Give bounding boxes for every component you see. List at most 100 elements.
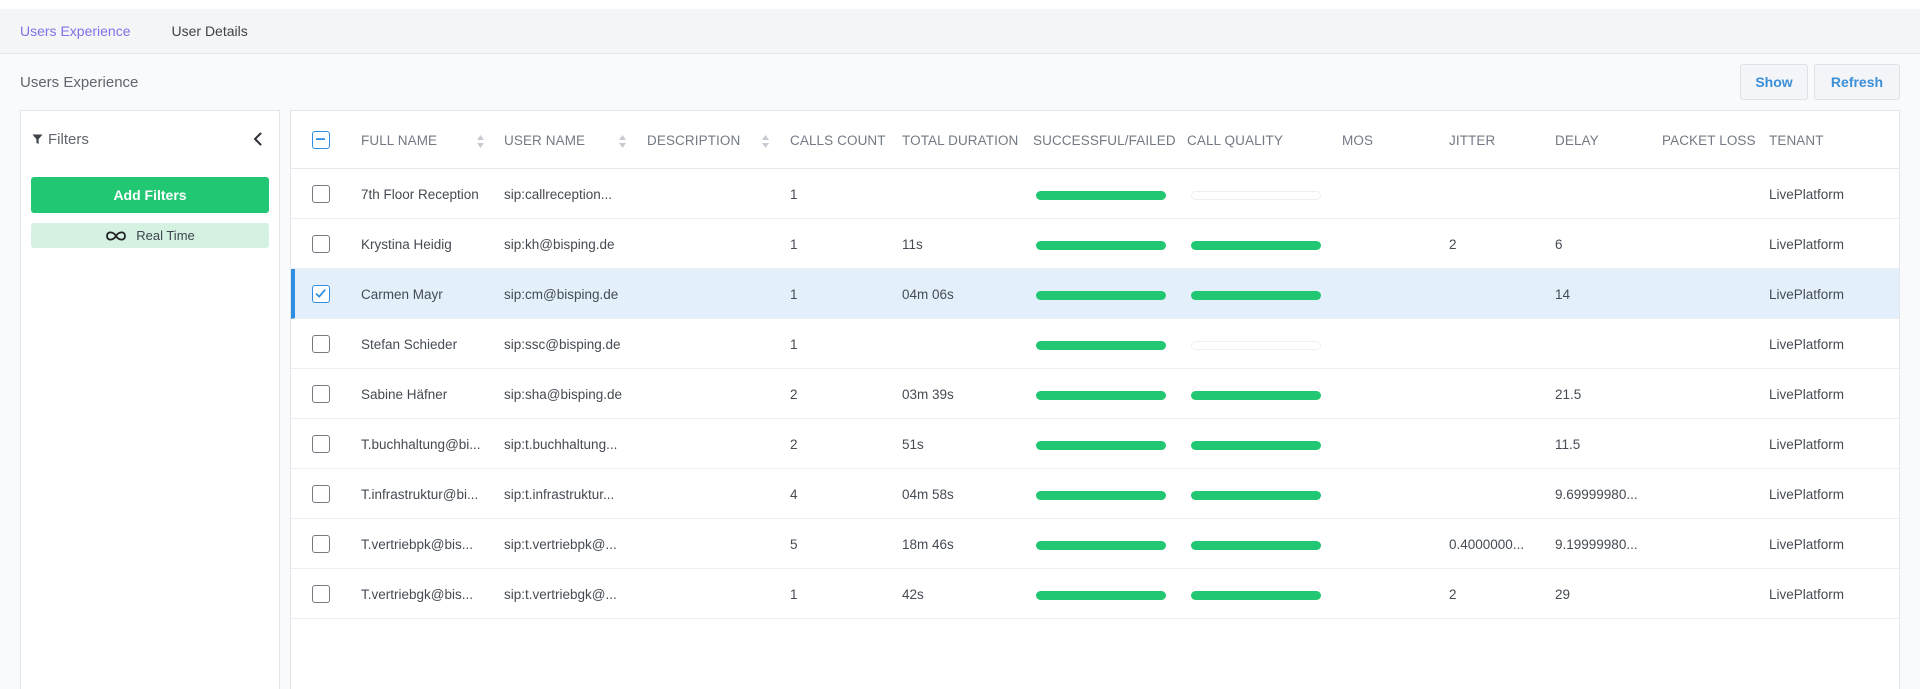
table-header: FULL NAME USER NAME DESCRIPTION CALLS CO…	[291, 111, 1899, 169]
chevron-left-icon[interactable]	[251, 131, 265, 147]
success-failed-bar	[1036, 341, 1166, 350]
infinity-icon	[106, 231, 127, 240]
tenant-cell: LivePlatform	[1769, 436, 1845, 452]
calls-count-cell: 1	[790, 236, 798, 252]
full-name-cell: 7th Floor Reception	[361, 186, 479, 202]
table-row[interactable]: T.vertriebgk@bis... sip:t.vertriebgk@... 1…	[291, 569, 1899, 619]
col-description[interactable]: DESCRIPTION	[647, 132, 741, 148]
call-quality-bar	[1191, 441, 1321, 450]
user-name-cell: sip:t.vertriebpk@...	[504, 536, 617, 552]
realtime-toggle[interactable]: Real Time	[31, 223, 269, 248]
tenant-cell: LivePlatform	[1769, 386, 1845, 402]
delay-cell: 11.5	[1555, 436, 1581, 452]
success-failed-bar	[1036, 241, 1166, 250]
row-checkbox[interactable]	[312, 435, 330, 453]
col-user-name[interactable]: USER NAME	[504, 132, 586, 148]
total-duration-cell: 04m 58s	[902, 486, 954, 502]
refresh-button[interactable]: Refresh	[1814, 64, 1900, 100]
calls-count-cell: 2	[790, 436, 798, 452]
call-quality-bar	[1191, 291, 1321, 300]
table-row[interactable]: Stefan Schieder sip:ssc@bisping.de 1 LivePl…	[291, 319, 1899, 369]
full-name-cell: Stefan Schieder	[361, 336, 458, 352]
filters-panel: Filters Add Filters Real Time	[20, 110, 280, 689]
row-checkbox[interactable]	[312, 385, 330, 403]
delay-cell: 9.69999980...	[1555, 486, 1638, 502]
tenant-cell: LivePlatform	[1769, 486, 1845, 502]
jitter-cell: 0.4000000...	[1449, 536, 1525, 552]
col-tenant: TENANT	[1769, 132, 1824, 148]
col-packet-loss: PACKET LOSS	[1662, 132, 1756, 148]
row-checkbox[interactable]	[312, 285, 330, 303]
sort-icon[interactable]	[618, 134, 627, 149]
total-duration-cell: 42s	[902, 586, 924, 602]
total-duration-cell: 11s	[902, 236, 923, 252]
table-row[interactable]: Sabine Häfner sip:sha@bisping.de 2 03m 39s 2…	[291, 369, 1899, 419]
users-table: FULL NAME USER NAME DESCRIPTION CALLS CO…	[290, 110, 1900, 689]
realtime-label: Real Time	[136, 228, 195, 243]
total-duration-cell: 18m 46s	[902, 536, 954, 552]
show-button[interactable]: Show	[1740, 64, 1808, 100]
table-row[interactable]: T.infrastruktur@bi... sip:t.infrastruktur…	[291, 469, 1899, 519]
user-name-cell: sip:sha@bisping.de	[504, 386, 623, 402]
table-row[interactable]: T.vertriebpk@bis... sip:t.vertriebpk@... 5…	[291, 519, 1899, 569]
top-strip	[0, 0, 1920, 9]
row-checkbox[interactable]	[312, 335, 330, 353]
table-row[interactable]: Carmen Mayr sip:cm@bisping.de 1 04m 06s 14 Li…	[291, 269, 1899, 319]
success-failed-bar	[1036, 491, 1166, 500]
total-duration-cell: 51s	[902, 436, 924, 452]
user-name-cell: sip:t.vertriebgk@...	[504, 586, 617, 602]
page-header: Users Experience Show Refresh	[0, 54, 1920, 106]
delay-cell: 21.5	[1555, 386, 1582, 402]
select-all-checkbox[interactable]	[312, 131, 330, 149]
col-full-name[interactable]: FULL NAME	[361, 132, 438, 148]
full-name-cell: Sabine Häfner	[361, 386, 448, 402]
table-row[interactable]: Krystina Heidig sip:kh@bisping.de 1 11s 2 6 Li…	[291, 219, 1899, 269]
checkbox-indeterminate-icon	[316, 138, 325, 140]
tenant-cell: LivePlatform	[1769, 586, 1845, 602]
tab-users-experience[interactable]: Users Experience	[20, 23, 131, 39]
col-jitter: JITTER	[1449, 132, 1496, 148]
user-name-cell: sip:t.infrastruktur...	[504, 486, 615, 502]
full-name-cell: T.buchhaltung@bi...	[361, 436, 481, 452]
add-filters-button[interactable]: Add Filters	[31, 177, 269, 213]
row-checkbox[interactable]	[312, 185, 330, 203]
call-quality-bar	[1191, 341, 1321, 350]
calls-count-cell: 1	[790, 186, 798, 202]
tenant-cell: LivePlatform	[1769, 286, 1845, 302]
tab-user-details[interactable]: User Details	[171, 23, 248, 39]
delay-cell: 6	[1555, 236, 1563, 252]
delay-cell: 29	[1555, 586, 1571, 602]
col-mos: MOS	[1342, 132, 1374, 148]
user-name-cell: sip:t.buchhaltung...	[504, 436, 618, 452]
success-failed-bar	[1036, 291, 1166, 300]
check-icon	[315, 289, 326, 298]
tenant-cell: LivePlatform	[1769, 536, 1845, 552]
calls-count-cell: 5	[790, 536, 798, 552]
sort-icon[interactable]	[476, 134, 485, 149]
call-quality-bar	[1191, 191, 1321, 200]
col-delay: DELAY	[1555, 132, 1599, 148]
sort-icon[interactable]	[761, 134, 770, 149]
calls-count-cell: 1	[790, 586, 798, 602]
row-checkbox[interactable]	[312, 535, 330, 553]
table-row[interactable]: T.buchhaltung@bi... sip:t.buchhaltung... 2…	[291, 419, 1899, 469]
row-checkbox[interactable]	[312, 485, 330, 503]
call-quality-bar	[1191, 491, 1321, 500]
tenant-cell: LivePlatform	[1769, 336, 1845, 352]
full-name-cell: Krystina Heidig	[361, 236, 452, 252]
filters-header: Filters	[32, 131, 89, 148]
calls-count-cell: 1	[790, 286, 798, 302]
success-failed-bar	[1036, 441, 1166, 450]
total-duration-cell: 04m 06s	[902, 286, 954, 302]
success-failed-bar	[1036, 591, 1166, 600]
total-duration-cell: 03m 39s	[902, 386, 954, 402]
user-name-cell: sip:callreception...	[504, 186, 613, 202]
tenant-cell: LivePlatform	[1769, 236, 1845, 252]
row-checkbox[interactable]	[312, 585, 330, 603]
table-row[interactable]: 7th Floor Reception sip:callreception... 1…	[291, 169, 1899, 219]
jitter-cell: 2	[1449, 586, 1457, 602]
row-checkbox[interactable]	[312, 235, 330, 253]
full-name-cell: Carmen Mayr	[361, 286, 443, 302]
jitter-cell: 2	[1449, 236, 1457, 252]
col-calls-count: CALLS COUNT	[790, 132, 886, 148]
